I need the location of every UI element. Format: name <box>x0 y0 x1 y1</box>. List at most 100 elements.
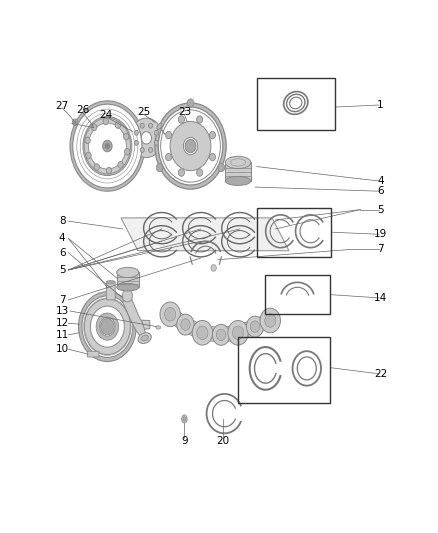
Bar <box>265 276 330 314</box>
Circle shape <box>115 122 121 128</box>
Circle shape <box>105 143 110 149</box>
Circle shape <box>185 140 196 152</box>
Circle shape <box>94 164 99 171</box>
Circle shape <box>141 132 152 144</box>
Circle shape <box>124 133 129 140</box>
Ellipse shape <box>225 156 251 168</box>
Text: 10: 10 <box>56 344 69 354</box>
Circle shape <box>88 123 127 169</box>
Circle shape <box>84 298 131 354</box>
Circle shape <box>246 316 264 337</box>
Text: 26: 26 <box>76 106 89 115</box>
Circle shape <box>92 124 97 131</box>
Ellipse shape <box>156 326 161 329</box>
Circle shape <box>70 101 145 191</box>
Circle shape <box>178 169 184 176</box>
Text: 9: 9 <box>181 435 188 446</box>
Text: 4: 4 <box>377 176 384 186</box>
Text: 14: 14 <box>374 293 387 303</box>
Circle shape <box>197 326 208 340</box>
Circle shape <box>218 164 225 172</box>
Circle shape <box>99 317 115 336</box>
Ellipse shape <box>141 335 148 341</box>
Circle shape <box>197 169 203 176</box>
Text: 7: 7 <box>59 295 66 305</box>
Circle shape <box>265 314 276 327</box>
Text: 5: 5 <box>377 205 384 215</box>
Ellipse shape <box>157 123 162 130</box>
Circle shape <box>212 325 230 345</box>
Circle shape <box>216 329 226 341</box>
Text: 20: 20 <box>216 435 230 446</box>
Text: 7: 7 <box>377 245 384 254</box>
Ellipse shape <box>183 417 186 421</box>
Ellipse shape <box>107 281 114 284</box>
FancyBboxPatch shape <box>106 281 115 300</box>
Text: 6: 6 <box>59 248 66 258</box>
Circle shape <box>140 123 144 128</box>
Ellipse shape <box>117 284 139 291</box>
Bar <box>257 207 332 257</box>
Ellipse shape <box>117 268 139 278</box>
Text: 5: 5 <box>59 265 66 275</box>
Circle shape <box>209 131 215 139</box>
Circle shape <box>177 314 194 335</box>
Circle shape <box>103 118 109 125</box>
Circle shape <box>166 131 172 139</box>
Circle shape <box>165 308 176 321</box>
Circle shape <box>187 99 194 107</box>
Ellipse shape <box>182 415 187 423</box>
FancyBboxPatch shape <box>87 351 99 357</box>
Circle shape <box>178 116 184 123</box>
Circle shape <box>102 140 112 152</box>
Circle shape <box>134 140 138 146</box>
Bar <box>238 337 330 402</box>
Text: 23: 23 <box>178 107 191 117</box>
Polygon shape <box>167 308 188 331</box>
Circle shape <box>159 109 222 183</box>
Circle shape <box>161 110 220 182</box>
Ellipse shape <box>138 333 152 343</box>
Circle shape <box>209 154 215 161</box>
Circle shape <box>73 104 142 188</box>
Circle shape <box>184 138 198 155</box>
Circle shape <box>130 118 162 158</box>
Circle shape <box>250 321 260 333</box>
Text: 1: 1 <box>377 100 384 110</box>
Polygon shape <box>107 319 150 334</box>
Circle shape <box>170 122 211 171</box>
Circle shape <box>101 318 114 335</box>
Circle shape <box>211 265 216 271</box>
Circle shape <box>158 107 223 185</box>
Circle shape <box>148 123 152 128</box>
Ellipse shape <box>225 176 251 185</box>
Circle shape <box>192 320 212 345</box>
Circle shape <box>74 120 77 124</box>
Text: 25: 25 <box>137 107 150 117</box>
Text: 4: 4 <box>59 233 66 244</box>
Circle shape <box>84 118 131 174</box>
Text: 8: 8 <box>59 216 66 226</box>
Circle shape <box>83 117 132 175</box>
Circle shape <box>78 292 136 361</box>
Text: 22: 22 <box>374 369 387 379</box>
Polygon shape <box>121 218 289 251</box>
Text: 11: 11 <box>56 330 69 340</box>
Text: 19: 19 <box>374 229 387 239</box>
Polygon shape <box>225 163 251 181</box>
Circle shape <box>118 161 124 168</box>
Circle shape <box>72 119 78 126</box>
Text: 24: 24 <box>100 110 113 120</box>
Text: 6: 6 <box>377 186 384 196</box>
Polygon shape <box>220 326 239 342</box>
Polygon shape <box>117 272 139 287</box>
Circle shape <box>160 302 180 327</box>
Circle shape <box>134 131 138 135</box>
Circle shape <box>148 148 152 152</box>
Polygon shape <box>236 320 257 340</box>
Circle shape <box>90 306 124 347</box>
Circle shape <box>96 313 119 340</box>
Text: 27: 27 <box>56 101 69 111</box>
Circle shape <box>260 308 280 333</box>
Bar <box>257 78 335 130</box>
